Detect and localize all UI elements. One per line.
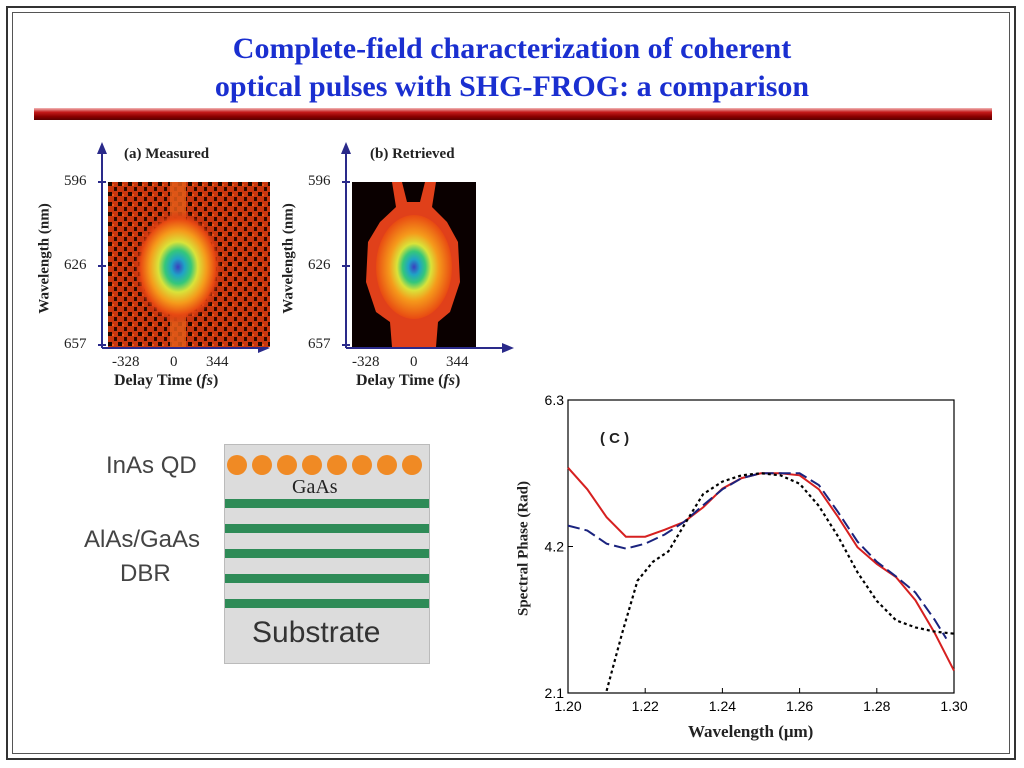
panel-b-xtick-0: 0 — [410, 354, 418, 370]
panel-b-ytick-626: 626 — [308, 257, 331, 273]
panel-a-ytick-596: 596 — [64, 173, 87, 189]
panel-a-axes — [97, 142, 270, 353]
dbr-layer — [225, 499, 429, 508]
y-tick-label: 4.2 — [545, 539, 565, 555]
outer-frame — [6, 6, 1016, 760]
measured-frog-trace — [108, 182, 270, 347]
x-tick-label: 1.30 — [940, 698, 967, 714]
slide-title: Complete-field characterization of coher… — [0, 30, 1024, 106]
quantum-dot — [277, 455, 297, 475]
x-tick-label: 1.28 — [863, 698, 890, 714]
x-tick-label: 1.26 — [786, 698, 813, 714]
panel-b-ytick-657: 657 — [308, 336, 331, 352]
series-dashed-line — [567, 472, 948, 640]
panel-a-xtick-0: 0 — [170, 354, 178, 370]
inas-qd-label: InAs QD — [106, 452, 197, 479]
panel-a-xtick-neg328: -328 — [112, 354, 140, 370]
panel-a-ytick-626: 626 — [64, 257, 87, 273]
panel-b-xtick-neg328: -328 — [352, 354, 380, 370]
series-dotted-line — [605, 472, 955, 692]
quantum-dot — [352, 455, 372, 475]
dbr-label-line-2: DBR — [120, 560, 171, 587]
quantum-dot — [252, 455, 272, 475]
quantum-dot — [377, 455, 397, 475]
panel-a-xtick-344: 344 — [206, 354, 229, 370]
dbr-label-line-1: AlAs/GaAs — [84, 526, 201, 553]
x-tick-label: 1.24 — [709, 698, 736, 714]
x-tick-label: 1.22 — [632, 698, 659, 714]
chart-panel-label: ( C ) — [600, 430, 630, 447]
title-line-2: optical pulses with SHG-FROG: a comparis… — [214, 70, 810, 103]
quantum-dot — [227, 455, 247, 475]
panel-b-axes — [341, 142, 514, 353]
y-tick-label: 2.1 — [545, 685, 565, 701]
panel-b-ytick-596: 596 — [308, 173, 331, 189]
dbr-layer — [225, 599, 429, 608]
dbr-layer — [225, 574, 429, 583]
panel-b-xtick-344: 344 — [446, 354, 469, 370]
panel-a-xlabel: Delay Time (fs) — [114, 372, 219, 389]
panel-b-ylabel: Wavelength (nm) — [280, 203, 297, 314]
panel-a-ylabel: Wavelength (nm) — [36, 203, 53, 314]
retrieved-frog-trace — [352, 182, 476, 347]
title-divider-bar — [34, 108, 992, 120]
substrate-label: Substrate — [252, 616, 381, 649]
quantum-dot — [302, 455, 322, 475]
dbr-layer — [225, 549, 429, 558]
panel-a-title: (a) Measured — [124, 146, 210, 162]
y-tick-label: 6.3 — [545, 392, 565, 408]
title-line-1: Complete-field characterization of coher… — [232, 32, 792, 65]
panel-a-ytick-657: 657 — [64, 336, 87, 352]
spectral-phase-chart: 1.20 1.22 1.24 1.26 1.28 1.30 2.1 4.2 6.3 — [545, 392, 968, 714]
x-tick-label: 1.20 — [554, 698, 581, 714]
inner-frame — [12, 12, 1010, 754]
device-schematic — [224, 444, 430, 664]
quantum-dot — [402, 455, 422, 475]
dbr-layer — [225, 524, 429, 533]
panel-b-title: (b) Retrieved — [370, 146, 455, 162]
quantum-dot — [327, 455, 347, 475]
panel-b-xlabel: Delay Time (fs) — [356, 372, 461, 389]
gaas-label: GaAs — [292, 476, 338, 498]
chart-xlabel: Wavelength (μm) — [688, 722, 814, 741]
chart-ylabel: Spectral Phase (Rad) — [515, 481, 532, 616]
